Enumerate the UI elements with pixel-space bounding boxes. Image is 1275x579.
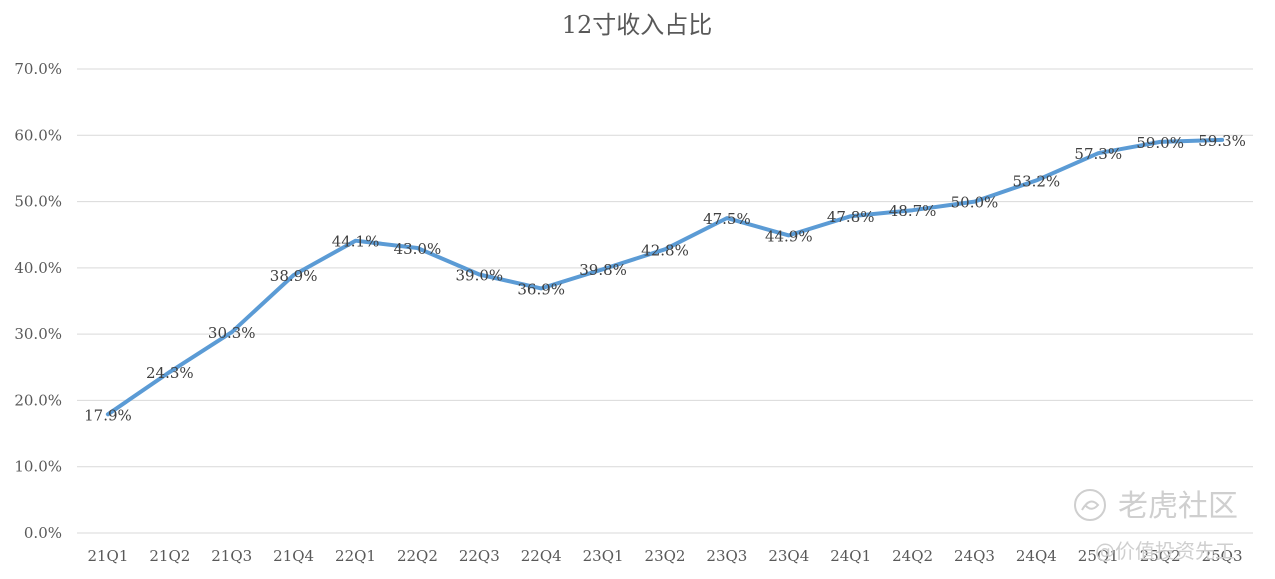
data-label: 43.0% (394, 240, 442, 258)
y-tick-label: 60.0% (14, 126, 62, 144)
x-tick-label: 23Q3 (706, 547, 747, 565)
y-tick-label: 50.0% (14, 193, 62, 211)
data-label: 50.0% (951, 194, 999, 212)
y-tick-label: 10.0% (14, 458, 62, 476)
chart-title: 12寸收入占比 (562, 11, 713, 39)
data-label: 42.8% (641, 241, 689, 259)
y-axis-ticks: 0.0% 10.0% 20.0% 30.0% 40.0% 50.0% 60.0% 70.0% (14, 60, 62, 542)
data-label: 39.0% (455, 266, 503, 284)
data-labels: 17.9% 24.3% 30.3% 38.9% 44.1% 43.0% 39.0% 36.9%… (84, 132, 1246, 424)
y-tick-label: 70.0% (14, 60, 62, 78)
watermark-author: @价值投资先工 (1095, 539, 1235, 563)
x-tick-label: 22Q4 (521, 547, 562, 565)
x-tick-label: 24Q3 (954, 547, 995, 565)
data-label: 36.9% (517, 280, 565, 298)
data-label: 47.8% (827, 208, 875, 226)
gridlines (77, 68, 1253, 534)
y-tick-label: 20.0% (14, 391, 62, 409)
x-tick-label: 21Q4 (273, 547, 314, 565)
y-tick-label: 40.0% (14, 259, 62, 277)
data-label: 38.9% (270, 267, 318, 285)
x-tick-label: 24Q1 (830, 547, 871, 565)
x-tick-label: 25Q1 (1078, 547, 1119, 565)
data-label: 47.5% (703, 210, 751, 228)
data-label: 57.3% (1074, 145, 1122, 163)
data-label: 53.2% (1013, 172, 1061, 190)
x-tick-label: 24Q2 (892, 547, 933, 565)
x-tick-label: 23Q1 (583, 547, 624, 565)
data-label: 48.7% (889, 202, 937, 220)
data-label: 59.0% (1136, 134, 1184, 152)
y-tick-label: 0.0% (24, 524, 62, 542)
x-tick-label: 21Q1 (87, 547, 128, 565)
x-tick-label: 23Q4 (768, 547, 809, 565)
x-tick-label: 21Q3 (211, 547, 252, 565)
x-tick-label: 25Q2 (1140, 547, 1181, 565)
series-line (105, 137, 1225, 417)
x-tick-label: 23Q2 (645, 547, 686, 565)
series-lines (105, 137, 1225, 417)
x-tick-label: 22Q2 (397, 547, 438, 565)
x-tick-label: 22Q1 (335, 547, 376, 565)
watermark: 老虎社区 @价值投资先工 (1074, 489, 1238, 563)
data-label: 30.3% (208, 324, 256, 342)
tiger-logo-icon (1074, 489, 1106, 521)
watermark-brand: 老虎社区 (1118, 489, 1238, 524)
data-label: 44.1% (332, 233, 380, 251)
data-label: 44.9% (765, 227, 813, 245)
data-label: 59.3% (1198, 132, 1246, 150)
x-tick-label: 25Q3 (1202, 547, 1243, 565)
data-label: 17.9% (84, 406, 132, 424)
x-axis-ticks: 21Q1 21Q2 21Q3 21Q4 22Q1 22Q2 22Q3 22Q4 23Q1 23Q2… (87, 547, 1242, 565)
data-label: 39.8% (579, 261, 627, 279)
y-tick-label: 30.0% (14, 325, 62, 343)
x-tick-label: 21Q2 (149, 547, 190, 565)
x-tick-label: 22Q3 (459, 547, 500, 565)
data-label: 24.3% (146, 364, 194, 382)
x-tick-label: 24Q4 (1016, 547, 1057, 565)
